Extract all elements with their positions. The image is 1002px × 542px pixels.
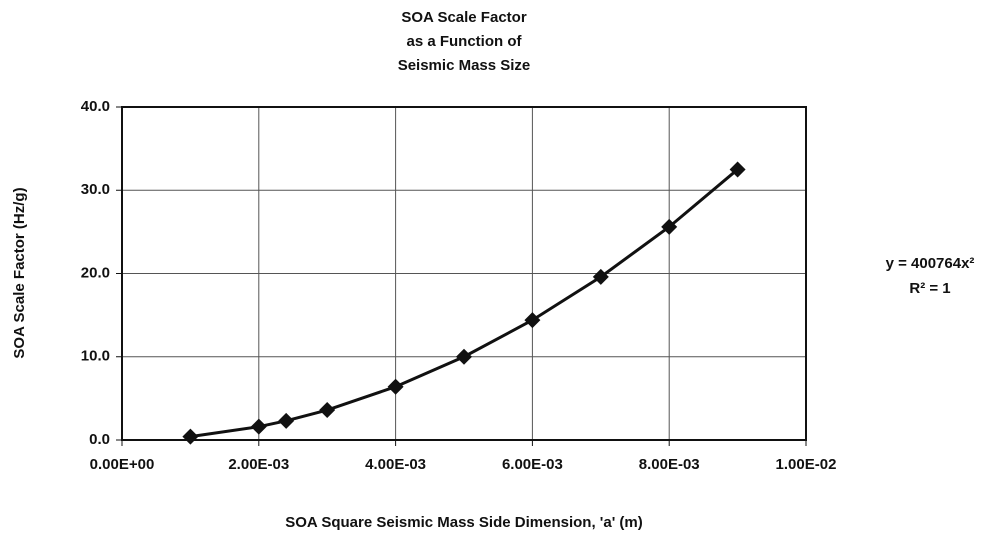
y-tick-label: 30.0: [81, 181, 110, 198]
y-axis-label: SOA Scale Factor (Hz/g): [11, 187, 28, 358]
annotation: y = 400764x²: [886, 255, 975, 272]
y-tick-label: 40.0: [81, 98, 110, 115]
data-point: [456, 348, 472, 365]
y-tick-label: 0.0: [89, 431, 110, 448]
y-tick-label: 10.0: [81, 348, 110, 365]
x-tick-label: 0.00E+00: [90, 456, 155, 473]
x-tick-label: 8.00E-03: [639, 456, 700, 473]
x-tick-label: 6.00E-03: [502, 456, 563, 473]
data-point: [661, 218, 678, 235]
series-line: [190, 168, 739, 439]
x-tick-label: 1.00E-02: [776, 456, 837, 473]
data-point: [592, 268, 609, 285]
x-tick-label: 4.00E-03: [365, 456, 426, 473]
data-point: [250, 418, 267, 435]
data-point: [278, 412, 295, 429]
data-point: [387, 378, 404, 395]
x-axis-label: SOA Square Seismic Mass Side Dimension, …: [285, 514, 643, 531]
annotation: R² = 1: [909, 280, 950, 297]
data-point: [729, 161, 746, 178]
y-tick-label: 20.0: [81, 264, 110, 281]
data-point: [182, 428, 199, 445]
chart-title: SOA Scale Factor: [401, 9, 526, 26]
x-tick-label: 2.00E-03: [228, 456, 289, 473]
data-point: [524, 312, 541, 329]
chart-title: Seismic Mass Size: [398, 57, 531, 74]
plot-border: [121, 106, 807, 441]
chart-title: as a Function of: [406, 33, 522, 50]
data-point: [319, 402, 336, 419]
